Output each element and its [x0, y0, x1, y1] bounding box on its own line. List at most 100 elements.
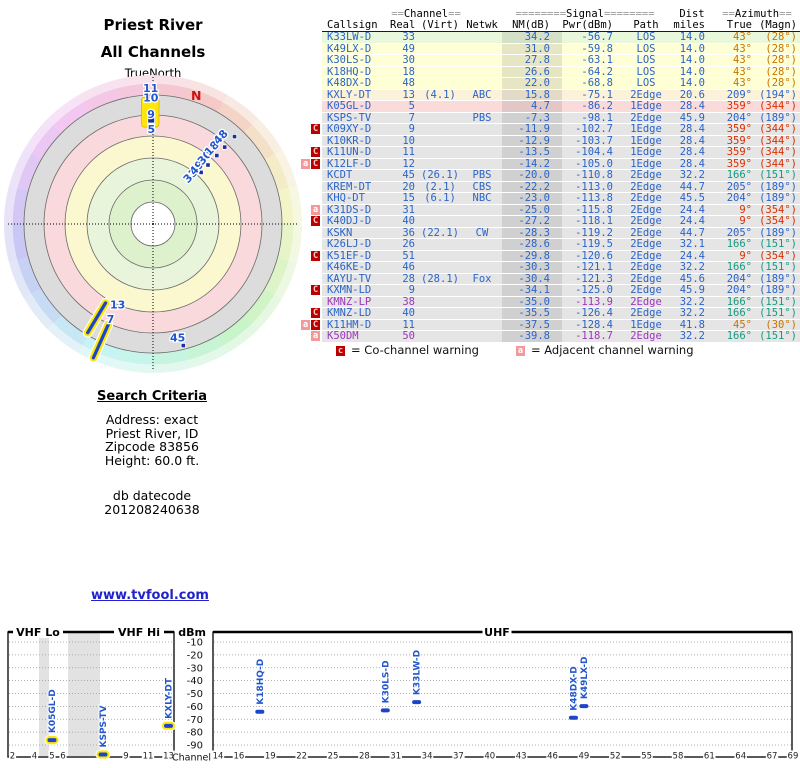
station-link[interactable]: K09XY-D	[327, 123, 372, 135]
cell-azimuth-magnetic: (354°)	[759, 215, 797, 227]
table-row: KHQ-DT 15 (6.1) NBC -23.0 -113.8 2Edge 45.5 204°…	[322, 193, 800, 205]
station-link[interactable]: K33LW-D	[327, 31, 372, 43]
rim-sector	[31, 124, 62, 160]
marker-highlight	[161, 721, 176, 730]
tick-label-bg	[452, 750, 465, 761]
cell-path: LOS	[636, 77, 656, 89]
station-link[interactable]: KXMN-LD	[327, 284, 372, 296]
rim-sector	[31, 288, 62, 324]
station-link[interactable]: KREM-DT	[327, 180, 372, 193]
table-row: a C K12LF-D 12 -14.2 -105.0 1Edge 28.4 359° (344°…	[301, 157, 800, 170]
column-header-real: Real	[390, 19, 416, 31]
tick-label-bg	[483, 750, 497, 761]
station-link[interactable]: K26LJ-D	[327, 238, 372, 250]
co-channel-warning-icon: C	[311, 216, 320, 226]
station-link[interactable]: K18HQ-D	[327, 65, 372, 78]
station-link[interactable]: K12LF-D	[327, 157, 372, 170]
channel-tick-34: 34	[422, 752, 433, 762]
cell-power: -110.8	[575, 169, 613, 181]
cell-azimuth-magnetic: (151°)	[759, 261, 797, 273]
co-channel-warning-icon: C	[311, 158, 320, 169]
station-link[interactable]: KMNZ-LD	[327, 307, 372, 319]
rim-sector	[153, 83, 190, 100]
cell-network	[462, 239, 502, 250]
column-header-netwk: Netwk	[466, 19, 498, 31]
cell-network	[462, 205, 502, 216]
rim-sector-outer	[47, 323, 83, 354]
cell-miles: 24.4	[679, 249, 705, 262]
cell-azimuth-true: 209°	[726, 88, 752, 101]
cell-noise-margin: -28.3	[502, 227, 562, 238]
station-link[interactable]: K11HM-D	[327, 318, 372, 331]
adjacent-channel-warning-icon: a	[301, 319, 310, 330]
rim-sector	[153, 348, 190, 365]
signal-marker-K30LS-D	[380, 708, 390, 713]
cell-power: -103.7	[575, 134, 613, 147]
page-title: Priest River	[103, 16, 203, 34]
station-link[interactable]: K51EF-D	[327, 249, 372, 262]
tvfool-link[interactable]: www.tvfool.com	[91, 588, 209, 603]
rim-sector-outer	[223, 323, 259, 354]
cell-virtual-channel	[418, 308, 462, 319]
cell-azimuth-true: 359°	[726, 157, 752, 170]
warning-badges: C	[295, 250, 320, 261]
station-link[interactable]: K49LX-D	[327, 42, 372, 55]
cell-power: -121.1	[575, 261, 613, 273]
table-row: K46KE-D 46 -30.3 -121.1 2Edge 32.2 166° (151°)	[322, 262, 800, 274]
cell-azimuth-true: 166°	[726, 307, 752, 319]
station-link[interactable]: KCDT	[327, 169, 353, 181]
cell-virtual-channel: (2.1)	[424, 180, 456, 193]
cell-real-channel: 26	[402, 238, 415, 250]
station-link[interactable]: K30LS-D	[327, 54, 372, 66]
marker-highlight	[45, 736, 59, 745]
rim-sector	[17, 153, 42, 191]
cell-azimuth-magnetic: (28°)	[765, 31, 797, 43]
warning-badges: C	[295, 147, 320, 157]
cell-power: -56.7	[581, 31, 613, 43]
station-link[interactable]: KSKN	[327, 226, 353, 239]
cell-real-channel: 40	[402, 215, 415, 227]
band-gap-shade	[68, 633, 100, 756]
dbm-tick--20: -20	[187, 650, 203, 661]
tick-label-bg	[59, 750, 67, 761]
cell-azimuth-true: 45°	[733, 318, 752, 331]
cell-virtual-channel	[418, 285, 462, 296]
group-header-signal: ========Signal========	[515, 8, 655, 20]
cell-azimuth-true: 9°	[739, 249, 752, 262]
station-link[interactable]: KAYU-TV	[327, 272, 372, 285]
station-link[interactable]: K46KE-D	[327, 261, 372, 273]
station-link[interactable]: KXLY-DT	[327, 88, 372, 101]
co-channel-warning-icon: C	[311, 250, 320, 261]
station-link[interactable]: K11UN-D	[327, 146, 372, 158]
cell-real-channel: 48	[402, 77, 415, 89]
panel-border	[212, 631, 793, 758]
dbm-tick--80: -80	[187, 728, 203, 739]
cell-noise-margin: -34.1	[502, 285, 562, 296]
cell-virtual-channel	[418, 239, 462, 250]
cell-network	[462, 251, 502, 262]
station-link[interactable]: K48DX-D	[327, 77, 372, 89]
cell-azimuth-magnetic: (344°)	[759, 157, 797, 170]
tick-label-bg	[326, 750, 340, 761]
table-row: K26LJ-D 26 -28.6 -119.5 2Edge 32.1 166° (151°)	[322, 239, 800, 251]
station-link[interactable]: KSPS-TV	[327, 111, 372, 124]
cell-network: CW	[475, 226, 489, 239]
rim-sector	[116, 348, 153, 365]
station-link[interactable]: K10KR-D	[327, 134, 372, 147]
cell-azimuth-true: 166°	[726, 169, 752, 181]
cell-virtual-channel	[418, 320, 462, 331]
channel-tick-5: 5	[49, 752, 54, 762]
station-link[interactable]: KHQ-DT	[327, 192, 365, 204]
cell-azimuth-true: 204°	[726, 284, 752, 296]
station-link[interactable]: K31DS-D	[327, 203, 372, 216]
cell-path: LOS	[636, 31, 656, 43]
station-link[interactable]: K05GL-D	[327, 100, 372, 112]
station-link[interactable]: KMNZ-LP	[327, 295, 372, 308]
table-row: K48DX-D 48 22.0 -68.8 LOS 14.0 43° (28°)	[322, 78, 800, 90]
cell-azimuth-true: 166°	[726, 295, 752, 308]
channel-tick-49: 49	[578, 752, 589, 762]
station-link[interactable]: K40DJ-D	[327, 215, 372, 227]
cell-azimuth-magnetic: (28°)	[765, 65, 797, 78]
dbm-tick--50: -50	[187, 689, 203, 700]
station-link[interactable]: K50DM	[327, 330, 359, 342]
